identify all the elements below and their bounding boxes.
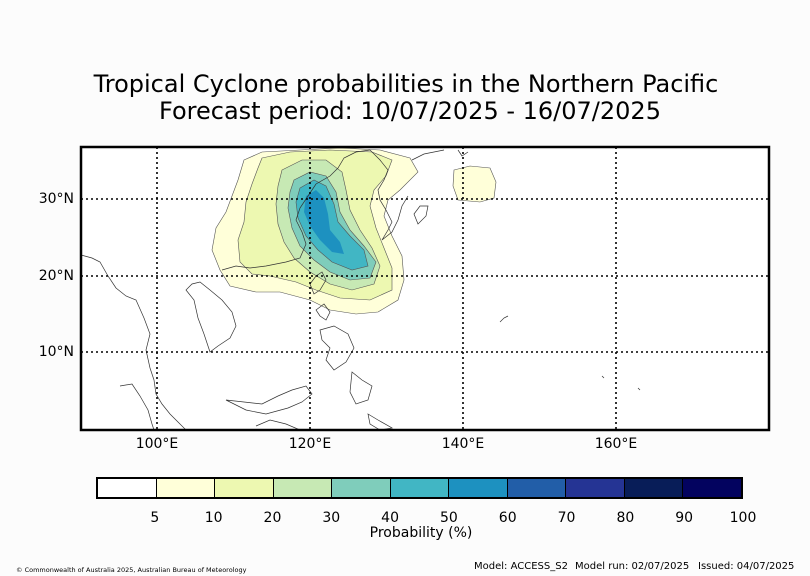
colorbar-tick-label: 50 (439, 510, 458, 526)
copyright-text: © Commonwealth of Australia 2025, Austra… (16, 566, 247, 574)
lat-label-10n: 10°N (38, 344, 74, 360)
colorbar-swatch (332, 479, 391, 497)
colorbar-swatch (624, 479, 684, 497)
lat-label-20n: 20°N (38, 268, 74, 284)
lat-label-30n: 30°N (38, 191, 74, 207)
colorbar-tick-label: 10 (204, 510, 223, 526)
colorbar-swatch (507, 479, 567, 497)
map-frame (79, 145, 771, 432)
colorbar-tick-label: 90 (675, 510, 694, 526)
colorbar-tick-label: 40 (381, 510, 399, 526)
colorbar-swatch (156, 479, 216, 497)
colorbar-swatch (98, 479, 157, 497)
colorbar-tick-label: 80 (616, 510, 635, 526)
colorbar-swatch (273, 479, 333, 497)
colorbar-tick-label: 70 (557, 510, 576, 526)
lon-label-140e: 140°E (441, 436, 485, 452)
chart-subtitle: Forecast period: 10/07/2025 - 16/07/2025 (159, 97, 661, 125)
chart-title: Tropical Cyclone probabilities in the No… (93, 70, 719, 98)
contour-50 (304, 190, 344, 254)
lon-label-120e: 120°E (288, 436, 332, 452)
probability-contours (211, 147, 497, 315)
colorbar-swatch (215, 479, 274, 497)
colorbar-tick-label: 100 (729, 510, 757, 526)
coastlines (81, 149, 641, 430)
lon-label-160e: 160°E (594, 436, 638, 452)
colorbar-swatch (683, 479, 742, 497)
model-run-date: Model run: 02/07/2025 (575, 561, 690, 572)
model-name: Model: ACCESS_S2 (474, 561, 568, 572)
probability-colorbar (96, 477, 743, 499)
colorbar-label: Probability (%) (369, 525, 473, 541)
colorbar-swatch (566, 479, 625, 497)
colorbar-swatch (449, 479, 508, 497)
colorbar-tick-label: 60 (498, 510, 517, 526)
gridlines (81, 147, 769, 430)
issued-date: Issued: 04/07/2025 (698, 561, 795, 572)
lon-label-100e: 100°E (135, 436, 179, 452)
colorbar-tick-label: 5 (150, 510, 160, 526)
contour-5-island (452, 165, 497, 203)
colorbar-tick-label: 30 (322, 510, 341, 526)
colorbar-tick-label: 20 (263, 510, 282, 526)
colorbar-swatch (390, 479, 450, 497)
